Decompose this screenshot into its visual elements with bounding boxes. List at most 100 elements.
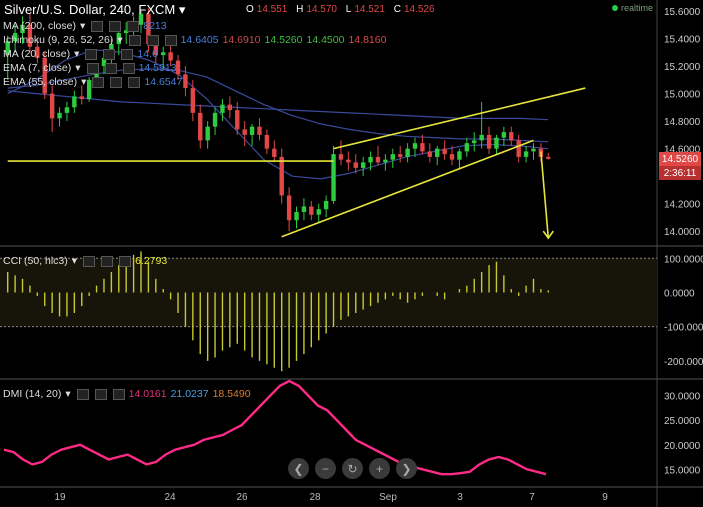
chevron-down-icon[interactable]: ▾ — [79, 19, 86, 32]
candle-body — [412, 143, 418, 149]
candle-body — [153, 44, 159, 56]
dmi-tick-label: 15.0000 — [664, 465, 701, 476]
low-label: L — [345, 4, 352, 15]
visibility-icon[interactable] — [94, 388, 107, 400]
price-tick-label: 14.6000 — [664, 145, 701, 156]
dmi-tick-label: 30.0000 — [664, 392, 701, 403]
visibility-icon[interactable] — [146, 34, 159, 46]
ichimoku-lagging: 14.5260 — [264, 33, 303, 46]
close-icon[interactable] — [164, 34, 177, 46]
price-tick-label: 15.6000 — [664, 7, 701, 18]
candle-body — [101, 57, 107, 67]
candle-body — [64, 107, 70, 113]
legend-ema55[interactable]: EMA (55, close) ▾ 14.6547 — [3, 75, 386, 89]
candle-body — [368, 156, 373, 163]
symbol-title[interactable]: Silver/U.S. Dollar, 240, FXCM ▾ — [4, 2, 185, 18]
visibility-icon[interactable] — [104, 62, 117, 74]
candle-body — [12, 33, 18, 42]
candle-body — [346, 159, 351, 163]
visibility-icon[interactable] — [110, 76, 123, 88]
settings-icon[interactable] — [83, 255, 96, 267]
high-value: 14.570 — [306, 4, 337, 15]
chevron-down-icon[interactable]: ▾ — [65, 387, 71, 400]
close-icon[interactable] — [119, 255, 132, 267]
settings-icon[interactable] — [85, 48, 98, 60]
ma200-value: 8213 — [143, 19, 167, 32]
dmi-adx-value: 14.0161 — [128, 387, 167, 400]
close-icon[interactable] — [127, 20, 140, 32]
forecast-arrow-head — [542, 230, 554, 240]
price-tick-label: 14.2000 — [664, 200, 701, 211]
candle-body — [338, 154, 344, 160]
candle-body — [516, 140, 521, 157]
candle-body — [35, 46, 40, 58]
candle-body — [509, 132, 514, 141]
x-tick-label: 19 — [54, 492, 66, 503]
scroll-left-icon[interactable]: ❮ — [288, 458, 309, 479]
legend-ichimoku[interactable]: Ichimoku (9, 26, 52, 26) ▾ 14.6405 14.691… — [3, 33, 386, 47]
close-value: 14.526 — [403, 4, 435, 15]
cci-tick-label: -200.0000 — [664, 357, 703, 368]
scroll-right-icon[interactable]: ❯ — [396, 458, 417, 479]
zoom-in-icon[interactable]: + — [369, 458, 390, 479]
x-tick-label: 24 — [164, 492, 176, 503]
candle-body — [20, 24, 25, 34]
legend-ema7[interactable]: EMA (7, close) ▾ 14.5913 — [3, 61, 386, 75]
candle-body — [161, 52, 166, 56]
close-icon[interactable] — [121, 48, 134, 60]
realtime-label: realtime — [620, 3, 653, 13]
ma20-line — [7, 48, 549, 180]
candle-body — [390, 154, 395, 160]
close-icon[interactable] — [112, 388, 125, 400]
settings-icon[interactable] — [92, 76, 105, 88]
settings-icon[interactable] — [86, 62, 99, 74]
low-value: 14.521 — [354, 4, 385, 15]
dmi-legend[interactable]: DMI (14, 20) ▾ 14.0161 21.0237 18.5490 — [3, 387, 251, 401]
candle-body — [309, 206, 314, 215]
candle-body — [138, 13, 144, 25]
ma200-label: MA (200, close) — [3, 19, 76, 32]
candle-body — [353, 162, 358, 168]
x-tick-label: 9 — [602, 492, 608, 503]
reset-icon[interactable]: ↻ — [342, 458, 363, 479]
chevron-down-icon[interactable]: ▾ — [75, 61, 81, 74]
candle-body — [323, 200, 329, 210]
ichimoku-label: Ichimoku (9, 26, 52, 26) — [3, 33, 114, 46]
chevron-down-icon[interactable]: ▾ — [74, 47, 80, 60]
cci-band — [0, 258, 657, 327]
legend-ma200[interactable]: MA (200, close) ▾ 8213 — [3, 19, 386, 33]
close-icon[interactable] — [122, 62, 135, 74]
bar-timer-tag: 2:36:11 — [659, 166, 701, 180]
candle-body — [220, 104, 225, 113]
chevron-down-icon[interactable]: ▾ — [81, 75, 87, 88]
chevron-down-icon[interactable]: ▾ — [117, 33, 123, 46]
settings-icon[interactable] — [91, 20, 104, 32]
ma20-label: MA (20, close) — [3, 47, 71, 60]
last-price-tag: 14.5260 — [659, 152, 701, 166]
candle-body — [420, 143, 425, 152]
zoom-out-icon[interactable]: − — [315, 458, 336, 479]
ichimoku-span-a: 14.4500 — [306, 33, 345, 46]
visibility-icon[interactable] — [103, 48, 116, 60]
price-tick-label: 15.0000 — [664, 90, 701, 101]
chevron-down-icon[interactable]: ▾ — [178, 2, 186, 17]
settings-icon[interactable] — [76, 388, 89, 400]
candle-body — [494, 137, 499, 149]
close-icon[interactable] — [128, 76, 141, 88]
ema55-label: EMA (55, close) — [3, 75, 78, 88]
candle-body — [146, 13, 151, 45]
candle-body — [405, 148, 410, 157]
ichimoku-base: 14.6910 — [222, 33, 261, 46]
cci-legend[interactable]: CCI (50, hlc3) ▾ 6.2793 — [3, 254, 167, 268]
legend-ma20[interactable]: MA (20, close) ▾ 14.6 — [3, 47, 386, 61]
visibility-icon[interactable] — [101, 255, 114, 267]
chevron-down-icon[interactable]: ▾ — [71, 254, 78, 267]
candle-body — [190, 88, 196, 113]
ichimoku-conversion: 14.6405 — [180, 33, 219, 46]
candle-body — [435, 148, 440, 157]
visibility-icon[interactable] — [109, 20, 122, 32]
dmi-label: DMI (14, 20) — [3, 387, 62, 400]
settings-icon[interactable] — [128, 34, 141, 46]
ichimoku-span-b: 14.8160 — [348, 33, 387, 46]
candle-body — [442, 148, 447, 155]
